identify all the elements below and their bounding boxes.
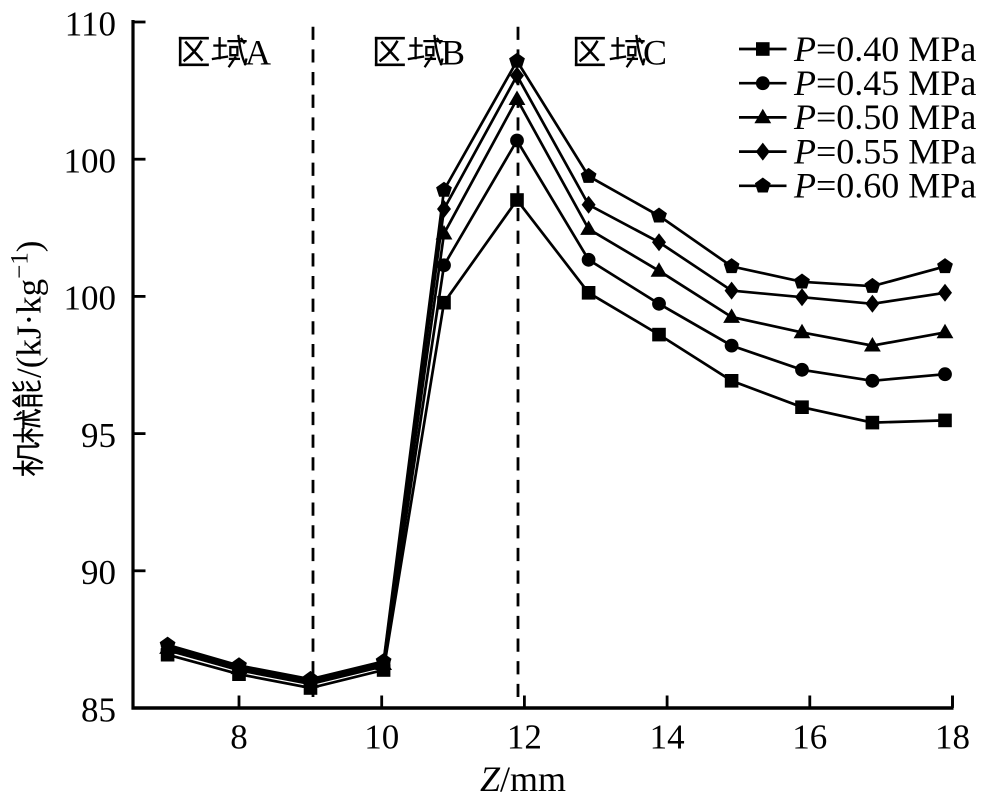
svg-text:P=0.40 MPa: P=0.40 MPa bbox=[793, 29, 976, 69]
svg-text:90: 90 bbox=[81, 553, 116, 592]
svg-text:100: 100 bbox=[64, 142, 117, 181]
svg-text:B: B bbox=[441, 33, 465, 73]
svg-text:8: 8 bbox=[230, 718, 248, 757]
svg-text:C: C bbox=[643, 33, 667, 73]
svg-text:85: 85 bbox=[81, 690, 116, 729]
svg-text:P=0.50 MPa: P=0.50 MPa bbox=[793, 97, 976, 137]
svg-text:10: 10 bbox=[364, 718, 399, 757]
svg-text:P=0.55 MPa: P=0.55 MPa bbox=[793, 131, 976, 171]
svg-text:A: A bbox=[245, 33, 271, 73]
svg-text:14: 14 bbox=[650, 718, 685, 757]
svg-text:Z/mm: Z/mm bbox=[480, 759, 566, 799]
svg-text:P=0.45 MPa: P=0.45 MPa bbox=[793, 63, 976, 103]
svg-text:95: 95 bbox=[81, 416, 116, 455]
svg-text:110: 110 bbox=[65, 4, 116, 43]
svg-text:16: 16 bbox=[792, 718, 827, 757]
svg-text:12: 12 bbox=[507, 718, 542, 757]
svg-text:P=0.60 MPa: P=0.60 MPa bbox=[793, 166, 976, 206]
svg-text:100: 100 bbox=[64, 279, 117, 318]
svg-text:18: 18 bbox=[935, 718, 970, 757]
